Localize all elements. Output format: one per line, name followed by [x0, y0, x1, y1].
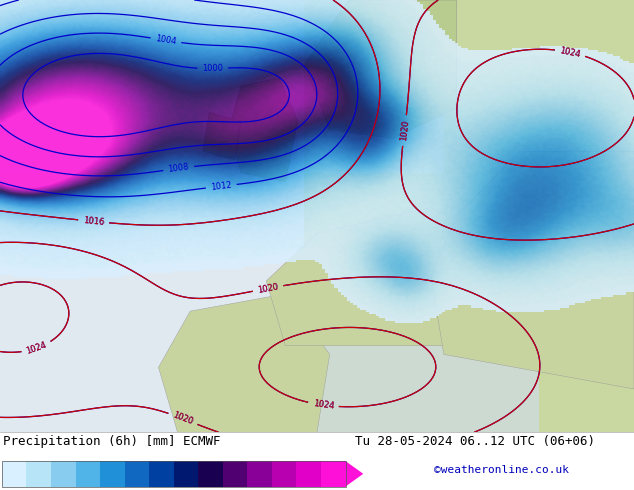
Polygon shape: [431, 151, 634, 389]
Bar: [223, 461, 247, 487]
Text: Precipitation (6h) [mm] ECMWF: Precipitation (6h) [mm] ECMWF: [3, 435, 221, 448]
Bar: [304, 0, 634, 432]
Bar: [0, 0, 444, 173]
Text: Tu 28-05-2024 06..12 UTC (06+06): Tu 28-05-2024 06..12 UTC (06+06): [355, 435, 595, 448]
Bar: [27, 461, 51, 487]
Text: 1020: 1020: [257, 282, 279, 294]
Bar: [2, 461, 346, 487]
Polygon shape: [266, 207, 507, 346]
Bar: [174, 461, 198, 487]
Text: 1024: 1024: [313, 399, 334, 411]
Bar: [297, 461, 321, 487]
Text: 1020: 1020: [172, 411, 195, 427]
Text: 1024: 1024: [313, 399, 334, 411]
Text: ©weatheronline.co.uk: ©weatheronline.co.uk: [434, 465, 569, 475]
Bar: [272, 461, 297, 487]
Text: 1020: 1020: [257, 282, 279, 294]
Bar: [190, 324, 539, 432]
Polygon shape: [203, 112, 241, 160]
Text: 1024: 1024: [559, 46, 581, 59]
Text: 1004: 1004: [155, 34, 177, 47]
Text: 1020: 1020: [172, 411, 195, 427]
Bar: [198, 461, 223, 487]
Bar: [51, 461, 75, 487]
Text: 1008: 1008: [167, 163, 190, 174]
Text: 1020: 1020: [399, 120, 410, 142]
Text: 1012: 1012: [210, 180, 232, 192]
Bar: [0, 0, 304, 432]
Bar: [75, 461, 100, 487]
Text: 1024: 1024: [25, 341, 48, 356]
Text: 1020: 1020: [399, 120, 410, 142]
Bar: [149, 461, 174, 487]
Bar: [125, 461, 149, 487]
Text: 1000: 1000: [202, 64, 223, 73]
Bar: [2, 461, 27, 487]
Polygon shape: [346, 461, 363, 487]
Polygon shape: [158, 294, 330, 432]
Text: 1016: 1016: [82, 216, 105, 227]
Text: 1024: 1024: [559, 46, 581, 59]
Text: 1016: 1016: [82, 216, 105, 227]
Text: 1024: 1024: [25, 341, 48, 356]
Polygon shape: [304, 0, 456, 138]
Bar: [321, 461, 346, 487]
Polygon shape: [228, 78, 298, 181]
Bar: [100, 461, 125, 487]
Bar: [247, 461, 272, 487]
